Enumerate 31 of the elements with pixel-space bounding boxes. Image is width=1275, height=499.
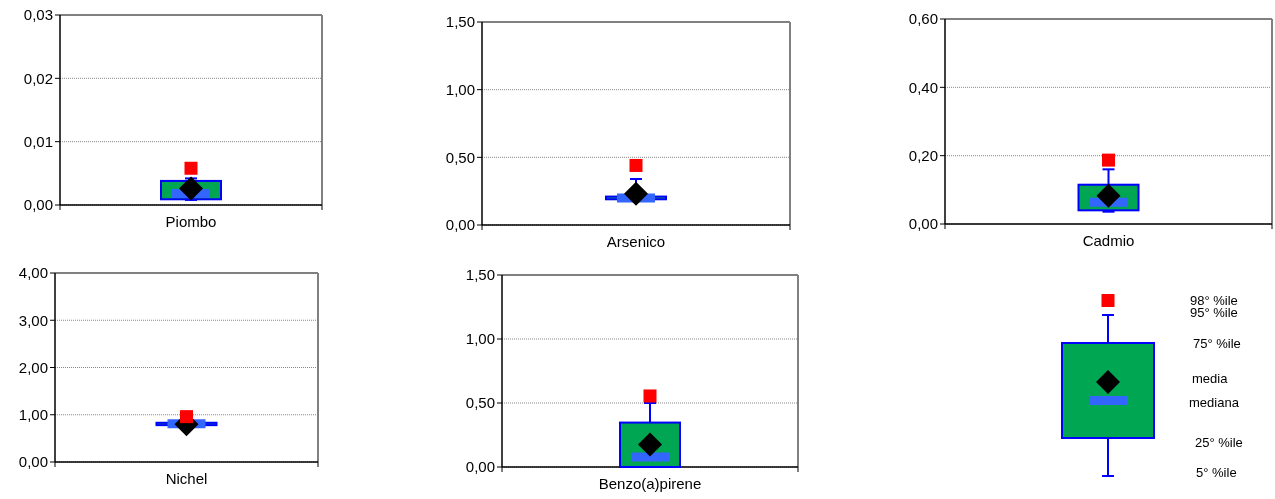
x-tick-label: Arsenico <box>606 233 666 250</box>
text: 25° %ile <box>1195 434 1243 450</box>
y-tick-label: 0,40 <box>908 78 938 96</box>
y-tick-label: 0,00 <box>23 196 53 214</box>
x-tick-label: Cadmio <box>1082 232 1135 249</box>
y-tick-label: 3,00 <box>18 311 48 329</box>
y-tick-label: 2,00 <box>18 358 48 376</box>
text: media <box>1192 370 1229 386</box>
y-tick-label: 0,60 <box>908 10 938 28</box>
x-tick-label: Benzo(a)pirene <box>598 475 702 492</box>
y-tick-label: 0,02 <box>23 69 53 87</box>
y-tick-label: 4,00 <box>18 264 48 282</box>
y-tick-label: 0,20 <box>908 146 938 164</box>
y-tick-label: 0,00 <box>445 216 475 234</box>
text: 5° %ile <box>1196 464 1237 480</box>
y-tick-label: 0,03 <box>23 6 53 24</box>
y-tick-label: 0,00 <box>908 215 938 233</box>
y-tick-label: 0,50 <box>445 148 475 166</box>
y-tick-label: 1,00 <box>18 406 48 423</box>
text: mediana <box>1189 394 1240 410</box>
x-tick-label: Piombo <box>165 213 217 230</box>
y-tick-label: 0,01 <box>23 132 53 150</box>
y-tick-label: 1,50 <box>445 13 475 31</box>
y-tick-label: 1,50 <box>465 266 495 284</box>
y-tick-label: 1,00 <box>445 80 475 98</box>
x-tick-label: Nichel <box>165 470 208 487</box>
y-tick-label: 0,00 <box>18 453 48 471</box>
y-tick-label: 1,00 <box>465 330 495 348</box>
text: 75° %ile <box>1193 335 1241 351</box>
y-tick-label: 0,50 <box>465 394 495 412</box>
y-tick-label: 0,00 <box>465 458 495 476</box>
